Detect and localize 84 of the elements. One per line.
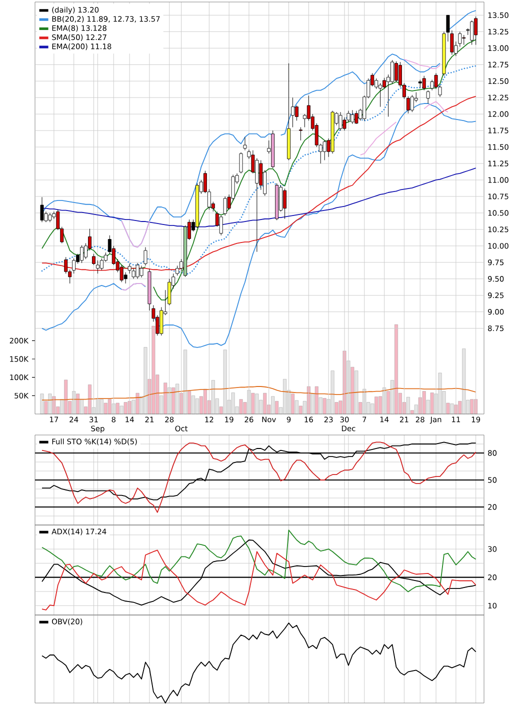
bar [362,388,366,414]
bar [255,394,259,414]
bar [203,388,207,414]
candlestick [390,60,394,84]
bar [462,348,466,414]
candlestick [406,96,410,114]
bar [64,380,68,414]
bar [291,394,294,414]
bar [108,399,112,414]
bar [283,379,286,414]
candlestick [160,306,164,336]
bar [176,384,180,414]
bar [406,397,410,414]
candlestick [72,258,76,274]
candlestick [140,265,144,278]
candlestick [410,94,414,112]
bar [196,398,199,414]
bar [72,391,76,414]
candlestick [378,82,382,108]
bar [430,392,434,414]
candlestick [80,244,84,264]
bar [422,391,426,414]
bar [231,392,235,414]
candlestick [354,110,358,124]
bar [136,392,140,414]
bar [116,402,120,414]
candlestick [243,136,247,151]
candlestick [239,152,243,174]
bar [263,392,267,414]
bar [450,404,454,414]
candlestick [350,110,354,124]
bar [164,382,168,414]
candlestick [394,61,398,82]
bar [211,380,215,414]
bar [470,399,474,414]
bar [76,394,80,414]
bar [374,396,378,414]
bar [104,402,108,414]
bar [88,384,92,414]
candlestick [48,212,52,222]
bar [314,386,318,414]
candlestick [382,78,386,89]
bar [239,399,243,414]
bar [306,386,310,414]
bar [354,370,358,414]
bar [100,399,104,414]
candlestick [462,34,466,46]
candlestick [294,105,298,121]
candlestick [291,97,294,128]
bar [120,406,124,414]
candlestick [176,265,180,276]
bar [48,394,52,414]
candlestick [298,126,302,141]
bar [271,396,275,414]
bar [144,347,148,414]
bar [172,387,176,414]
bar [152,326,156,414]
candlestick [374,78,378,90]
candlestick [422,76,426,91]
candlestick [223,196,227,216]
candlestick [120,264,124,282]
candlestick [96,260,100,274]
candlestick [322,140,326,160]
bar [330,370,334,414]
bar [394,324,398,414]
candlestick [283,188,287,220]
candlestick [64,256,68,274]
bar [40,394,44,414]
candlestick [259,160,263,190]
candlestick [338,112,342,131]
candlestick [40,196,44,222]
bar [124,402,128,414]
candlestick [136,262,140,280]
candlestick [168,278,172,306]
candlestick [144,246,148,266]
bar [184,350,187,414]
candlestick [100,258,104,271]
candlestick [426,90,430,104]
candlestick [92,254,96,266]
candlestick [470,20,474,46]
candlestick [474,16,478,46]
bar [322,398,326,414]
candlestick [219,215,223,236]
bar [251,392,255,414]
